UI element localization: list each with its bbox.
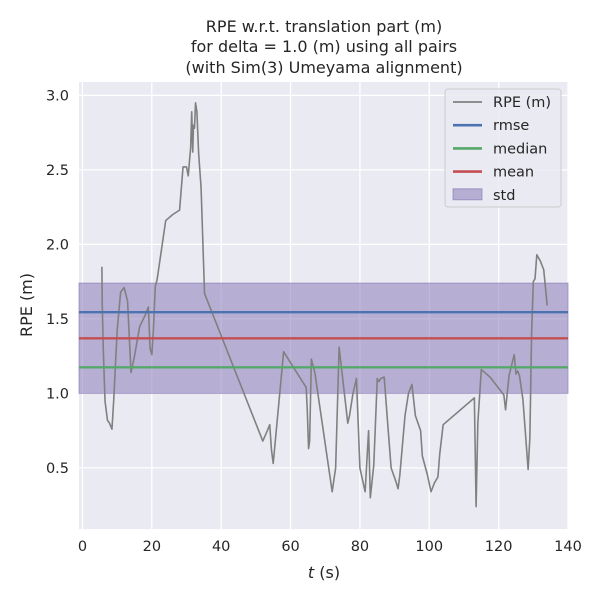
y-tick-label: 3.0	[46, 88, 69, 104]
legend-label: rmse	[493, 118, 529, 134]
legend-label: RPE (m)	[493, 95, 551, 111]
x-tick-label: 120	[485, 539, 513, 555]
x-tick-label: 60	[281, 539, 299, 555]
legend-label: mean	[493, 165, 534, 181]
legend-label: std	[493, 188, 515, 204]
x-tick-label: 40	[212, 539, 230, 555]
rpe-line	[101, 102, 548, 508]
y-tick-label: 2.0	[46, 237, 69, 253]
x-axis-label: t (s)	[308, 563, 340, 582]
legend-label: median	[493, 141, 547, 157]
tick-labels: 0 20 40 60 80 100 120 140 0.5 1.0 1.5 2.0 2.5 3.0	[46, 88, 582, 555]
y-tick-label: 2.5	[46, 163, 69, 179]
y-tick-label: 1.5	[46, 312, 69, 328]
legend-swatch-std	[452, 188, 483, 201]
x-axis-label-var: t	[308, 563, 315, 582]
x-tick-label: 0	[78, 539, 87, 555]
chart-title-line-3: (with Sim(3) Umeyama alignment)	[185, 58, 462, 77]
x-tick-label: 100	[415, 539, 443, 555]
y-tick-label: 1.0	[46, 386, 69, 402]
chart-title-line-1: RPE w.r.t. translation part (m)	[206, 17, 442, 36]
chart-title-line-2: for delta = 1.0 (m) using all pairs	[191, 37, 457, 56]
legend: RPE (m) rmse median mean std	[444, 88, 562, 208]
legend-box	[444, 88, 562, 208]
x-tick-label: 140	[554, 539, 582, 555]
y-tick-label: 0.5	[46, 461, 69, 477]
x-tick-label: 20	[143, 539, 161, 555]
x-tick-label: 80	[351, 539, 369, 555]
series-group	[79, 102, 568, 508]
chart-title: RPE w.r.t. translation part (m) for delt…	[185, 17, 462, 77]
x-axis-label-unit: (s)	[314, 563, 340, 582]
y-axis-label: RPE (m)	[17, 273, 36, 337]
